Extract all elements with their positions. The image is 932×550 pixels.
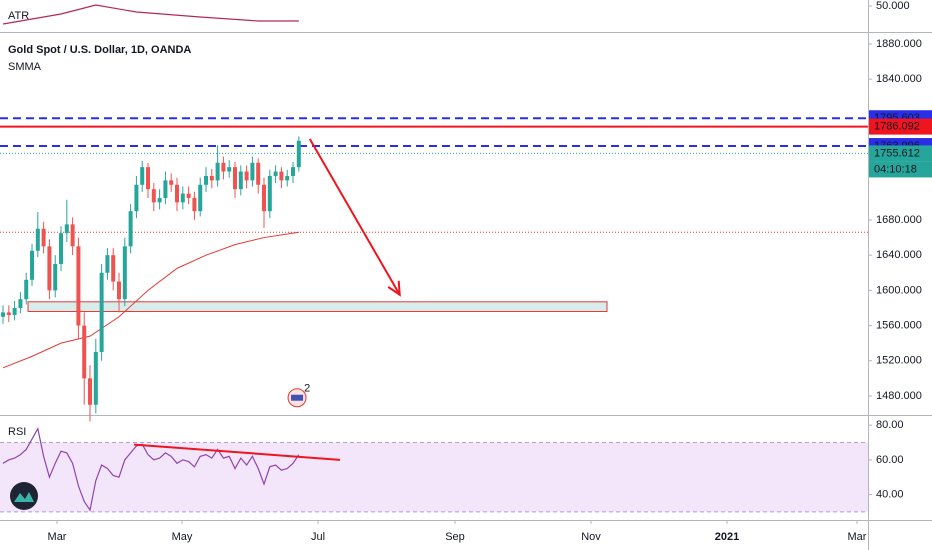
x-tick-label: May <box>172 531 193 543</box>
x-tick-label: Jul <box>311 531 325 543</box>
rsi-line <box>2 426 300 512</box>
candle-body <box>244 171 249 181</box>
candle-body <box>192 197 197 212</box>
candle-body <box>6 312 11 316</box>
candle-body <box>1 312 6 317</box>
candle-body <box>238 171 243 190</box>
y-tick-label: 1680.000 <box>876 214 922 226</box>
candle-body <box>93 351 98 405</box>
y-tick-label: 1640.000 <box>876 249 922 261</box>
x-tick-label: Sep <box>445 531 465 543</box>
price-label: 1755.612 <box>874 147 920 159</box>
event-flag <box>291 394 304 401</box>
candle-body <box>285 175 290 181</box>
candle-body <box>122 246 127 300</box>
price-label: 1786.092 <box>874 121 920 133</box>
y-tick-label: 1480.000 <box>876 390 922 402</box>
y-tick-label: 1840.000 <box>876 73 922 85</box>
candle-body <box>233 167 238 190</box>
candle-body <box>157 197 162 203</box>
candle-body <box>163 180 168 198</box>
y-tick-label: 1600.000 <box>876 284 922 296</box>
logo-circle <box>10 482 38 510</box>
rsi-tick-label: 40.00 <box>876 488 904 500</box>
x-tick-label: Mar <box>48 531 67 543</box>
x-tick-label: 2021 <box>715 531 739 543</box>
candle-body <box>186 193 191 198</box>
arrow-head <box>387 280 401 297</box>
candle-body <box>209 175 214 181</box>
candle-body <box>180 193 185 203</box>
overlay-label: SMMA <box>8 61 42 73</box>
candle-body <box>64 224 69 234</box>
support-zone <box>27 301 608 312</box>
rsi-title: RSI <box>8 426 26 438</box>
candle-body <box>227 167 232 172</box>
candle-body <box>111 255 116 282</box>
candle-body <box>88 378 93 405</box>
candle-body <box>35 228 40 251</box>
y-tick-label: 1880.000 <box>876 38 922 50</box>
candle-body <box>12 307 17 316</box>
atr-tick-label: 50.000 <box>876 0 910 12</box>
candle-body <box>169 180 174 185</box>
candle-body <box>117 281 122 300</box>
candle-body <box>18 299 23 308</box>
candle-body <box>221 162 226 172</box>
candle-body <box>134 184 139 212</box>
candle-body <box>76 246 81 326</box>
candle-body <box>140 167 145 185</box>
arrow-shaft <box>308 138 401 296</box>
candle-body <box>70 224 75 247</box>
event-count: 2 <box>304 383 310 395</box>
x-tick-label: Mar <box>848 531 867 543</box>
candle-body <box>175 184 180 203</box>
atr-line <box>2 4 299 25</box>
price-label-box <box>869 118 932 135</box>
candle-body <box>82 325 87 379</box>
atr-title: ATR <box>8 10 29 22</box>
candle-body <box>99 272 104 352</box>
countdown-label: 04:10:18 <box>874 163 917 175</box>
y-tick-label: 1520.000 <box>876 355 922 367</box>
logo-mark <box>14 492 34 502</box>
rsi-tick-label: 80.00 <box>876 419 904 431</box>
candle-body <box>262 184 267 212</box>
chart-title: Gold Spot / U.S. Dollar, 1D, OANDA <box>8 44 191 56</box>
logo <box>10 482 38 510</box>
candle-body <box>291 167 296 176</box>
smma-line <box>2 231 299 369</box>
candle-body <box>215 162 220 181</box>
candle-body <box>279 171 284 181</box>
candle-body <box>256 162 261 185</box>
candle-body <box>250 162 255 181</box>
candle-body <box>296 140 301 168</box>
price-label-box <box>869 145 932 162</box>
candle-body <box>267 175 272 212</box>
y-tick-label: 1560.000 <box>876 319 922 331</box>
candle-body <box>204 175 209 185</box>
countdown-box <box>869 161 932 178</box>
candle-body <box>53 263 58 291</box>
candle-body <box>59 233 64 264</box>
x-tick-label: Nov <box>581 531 601 543</box>
candle-body <box>273 171 278 176</box>
candle-body <box>198 184 203 212</box>
candle-body <box>47 246 52 291</box>
candle-body <box>105 255 110 273</box>
rsi-band-fill <box>0 442 868 512</box>
divergence-line <box>134 443 341 461</box>
candle-body <box>128 211 133 247</box>
rsi-tick-label: 60.00 <box>876 454 904 466</box>
candle-body <box>24 279 29 300</box>
candle-body <box>41 228 46 247</box>
candle-body <box>151 189 156 203</box>
candle-body <box>30 250 35 280</box>
candle-body <box>146 167 151 190</box>
